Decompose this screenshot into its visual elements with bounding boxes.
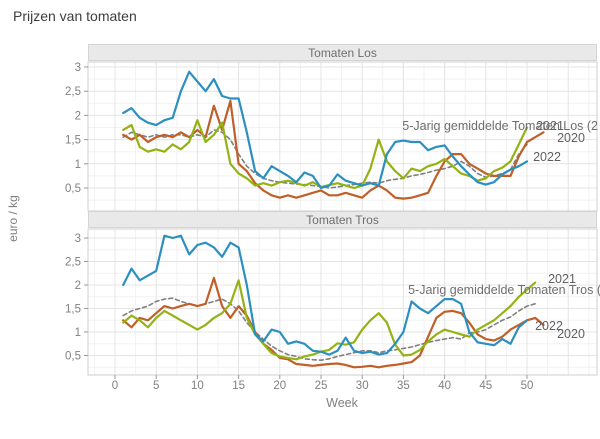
y-tick-label: 1,5 (65, 304, 81, 316)
y-tick-label: 2,5 (65, 86, 81, 98)
series-end-label: 2022 (535, 319, 563, 333)
page-title: Prijzen van tomaten (13, 8, 137, 24)
panel-border (87, 228, 598, 376)
series-end-label: 5-Jarig gemiddelde Tomaten Los (2 (402, 119, 598, 133)
series-end-label: 2020 (557, 131, 585, 145)
x-tick-label: 25 (315, 380, 328, 392)
facet-label-tros: Tomaten Tros (306, 212, 379, 227)
y-tick-label: 0,5 (65, 183, 81, 195)
line-2022 (122, 234, 529, 356)
x-axis-title: Week (326, 396, 358, 410)
y-tick-label: 1,5 (65, 135, 81, 147)
facet-strip-los: Tomaten Los (88, 44, 597, 61)
x-tick-label: 20 (273, 380, 286, 392)
x-tick-label: 15 (232, 380, 245, 392)
series-end-label: 2020 (557, 327, 585, 341)
series-end-label: 5-Jarig gemiddelde Tomaten Tros ( (408, 283, 600, 297)
x-tick-label: 45 (479, 380, 492, 392)
y-tick-label: 0,5 (65, 351, 81, 363)
y-tick-label: 1 (75, 159, 81, 171)
line-2021 (122, 279, 537, 361)
line-2022 (122, 70, 529, 190)
panel-background (88, 229, 597, 375)
y-tick-label: 1 (75, 327, 81, 339)
x-tick-label: 10 (191, 380, 204, 392)
series-end-label: 2022 (533, 150, 561, 164)
y-tick-label: 3 (75, 62, 81, 74)
facet-strip-tros: Tomaten Tros (88, 211, 597, 228)
series-end-label: 2021 (548, 272, 576, 286)
y-tick-label: 2 (75, 280, 81, 292)
y-tick-label: 2 (75, 110, 81, 122)
x-tick-label: 35 (397, 380, 410, 392)
y-tick-label: 2,5 (65, 257, 81, 269)
y-axis-title: euro / kg (6, 195, 20, 242)
x-tick-label: 40 (438, 380, 451, 392)
line-2020 (122, 276, 545, 369)
facet-label-los: Tomaten Los (308, 45, 377, 60)
x-tick-label: 50 (521, 380, 534, 392)
x-tick-label: 30 (356, 380, 369, 392)
x-tick-label: 5 (153, 380, 159, 392)
series-end-label: 2021 (536, 119, 564, 133)
y-tick-label: 3 (75, 233, 81, 245)
x-tick-label: 0 (112, 380, 118, 392)
